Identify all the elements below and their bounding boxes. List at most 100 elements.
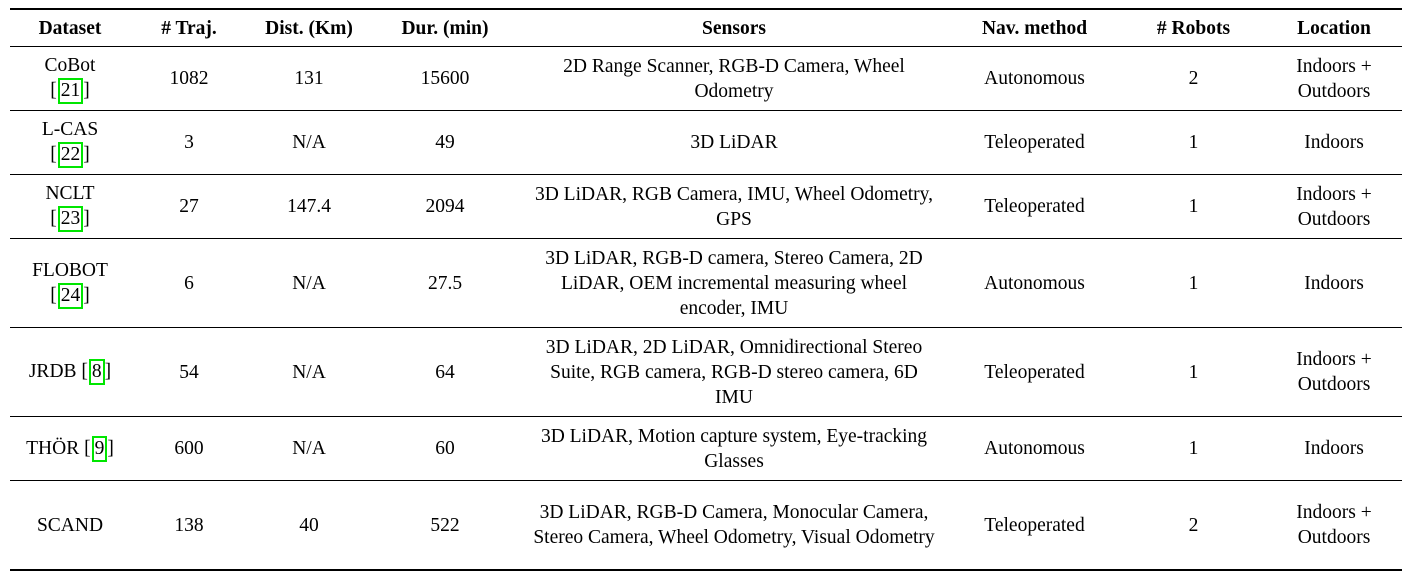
citation-link[interactable]: 23 <box>57 206 84 232</box>
sensors-text: 3D LiDAR, 2D LiDAR, Omnidirectional Ster… <box>545 336 923 408</box>
nav-cell: Teleoperated <box>984 514 1085 536</box>
citation-ref[interactable]: [23] <box>50 206 90 232</box>
citation-ref[interactable]: [8] <box>81 359 111 385</box>
dataset-name: THÖR <box>26 437 80 459</box>
sensors-text: 3D LiDAR, Motion capture system, Eye-tra… <box>540 425 928 472</box>
header-dataset: Dataset <box>38 17 102 39</box>
sensors-cell: 2D Range Scanner, RGB-D Camera, Wheel Od… <box>520 47 948 111</box>
location-cell: Indoors + Outdoors <box>1296 349 1372 395</box>
sensors-text: 2D Range Scanner, RGB-D Camera, Wheel Od… <box>563 55 905 102</box>
dist-cell: N/A <box>292 132 326 153</box>
dataset-name: L-CAS <box>41 119 99 140</box>
dist-cell: 40 <box>299 514 319 536</box>
dataset-comparison-table-wrapper: Dataset # Traj. Dist. (Km) Dur. (min) Se… <box>10 8 1402 571</box>
nav-cell: Autonomous <box>984 68 1085 89</box>
location-cell: Indoors <box>1304 438 1364 459</box>
table-row: SCAND 138 40 522 3D LiDAR, RGB-D Camera,… <box>10 481 1402 571</box>
dist-cell: 131 <box>294 68 324 89</box>
robots-cell: 1 <box>1188 361 1199 383</box>
dur-cell: 522 <box>430 514 460 536</box>
sensors-cell: 3D LiDAR, RGB Camera, IMU, Wheel Odometr… <box>520 175 948 239</box>
dataset-cell: THÖR [9] <box>10 417 130 481</box>
sensors-cell: 3D LiDAR, Motion capture system, Eye-tra… <box>520 417 948 481</box>
robots-cell: 2 <box>1188 514 1199 536</box>
location-cell: Indoors <box>1304 272 1364 294</box>
dataset-name: JRDB <box>28 361 77 382</box>
location-cell: Indoors <box>1304 132 1364 153</box>
table-row: JRDB [8] 54 N/A 64 3D LiDAR, 2D LiDAR, O… <box>10 328 1402 417</box>
citation-link[interactable]: 22 <box>57 142 84 168</box>
dataset-name: FLOBOT <box>32 259 108 281</box>
sensors-text: 3D LiDAR, RGB-D Camera, Monocular Camera… <box>533 502 935 548</box>
robots-cell: 1 <box>1188 272 1199 294</box>
robots-cell: 1 <box>1188 132 1199 153</box>
citation-link[interactable]: 24 <box>57 282 84 309</box>
table-row: L-CAS [22] 3 N/A 49 3D LiDAR Teleoperate… <box>10 111 1402 175</box>
nav-cell: Teleoperated <box>984 132 1085 153</box>
header-sensors: Sensors <box>702 17 766 39</box>
table-header-row: Dataset # Traj. Dist. (Km) Dur. (min) Se… <box>10 9 1402 47</box>
dist-cell: N/A <box>292 272 326 294</box>
robots-cell: 1 <box>1188 438 1199 459</box>
dataset-cell: FLOBOT [24] <box>10 239 130 328</box>
traj-cell: 27 <box>179 196 199 217</box>
sensors-text: 3D LiDAR, RGB Camera, IMU, Wheel Odometr… <box>534 183 934 230</box>
header-robots: # Robots <box>1156 17 1231 39</box>
table-row: CoBot [21] 1082 131 15600 2D Range Scann… <box>10 47 1402 111</box>
citation-ref[interactable]: [9] <box>84 435 114 462</box>
traj-cell: 138 <box>174 514 204 536</box>
sensors-cell: 3D LiDAR, RGB-D Camera, Monocular Camera… <box>520 481 948 571</box>
dur-cell: 49 <box>435 132 455 153</box>
sensors-cell: 3D LiDAR, RGB-D camera, Stereo Camera, 2… <box>520 239 948 328</box>
traj-cell: 3 <box>184 132 194 153</box>
dataset-cell: CoBot [21] <box>10 47 130 111</box>
dataset-cell: NCLT [23] <box>10 175 130 239</box>
traj-cell: 1082 <box>169 68 209 89</box>
citation-ref[interactable]: [24] <box>50 282 90 309</box>
header-dist: Dist. (Km) <box>265 17 353 39</box>
sensors-cell: 3D LiDAR, 2D LiDAR, Omnidirectional Ster… <box>520 328 948 417</box>
dur-cell: 27.5 <box>427 272 463 294</box>
traj-cell: 54 <box>179 361 199 383</box>
dataset-name: NCLT <box>45 183 95 204</box>
robots-cell: 1 <box>1188 196 1199 217</box>
header-nav: Nav. method <box>981 17 1088 39</box>
location-cell: Indoors + Outdoors <box>1296 502 1372 548</box>
dur-cell: 2094 <box>425 196 465 217</box>
sensors-cell: 3D LiDAR <box>520 111 948 175</box>
dataset-name: SCAND <box>36 514 104 536</box>
dur-cell: 60 <box>435 438 455 459</box>
dataset-cell: L-CAS [22] <box>10 111 130 175</box>
citation-link[interactable]: 21 <box>57 78 84 104</box>
location-cell: Indoors + Outdoors <box>1296 55 1372 102</box>
dataset-comparison-table: Dataset # Traj. Dist. (Km) Dur. (min) Se… <box>10 8 1402 571</box>
dataset-name: CoBot <box>44 55 96 76</box>
dur-cell: 64 <box>435 361 455 383</box>
table-row: THÖR [9] 600 N/A 60 3D LiDAR, Motion cap… <box>10 417 1402 481</box>
sensors-text: 3D LiDAR, RGB-D camera, Stereo Camera, 2… <box>545 247 923 319</box>
location-cell: Indoors + Outdoors <box>1296 183 1372 230</box>
nav-cell: Teleoperated <box>984 196 1085 217</box>
sensors-text: 3D LiDAR <box>690 132 778 153</box>
citation-link[interactable]: 8 <box>88 359 105 385</box>
dataset-cell: JRDB [8] <box>10 328 130 417</box>
header-location: Location <box>1297 17 1371 39</box>
table-row: FLOBOT [24] 6 N/A 27.5 3D LiDAR, RGB-D c… <box>10 239 1402 328</box>
citation-ref[interactable]: [21] <box>50 78 90 104</box>
dataset-cell: SCAND <box>10 481 130 571</box>
dist-cell: N/A <box>292 438 326 459</box>
citation-ref[interactable]: [22] <box>50 142 90 168</box>
table-row: NCLT [23] 27 147.4 2094 3D LiDAR, RGB Ca… <box>10 175 1402 239</box>
header-dur: Dur. (min) <box>401 17 489 39</box>
traj-cell: 6 <box>184 272 194 294</box>
nav-cell: Autonomous <box>984 438 1085 459</box>
robots-cell: 2 <box>1188 68 1199 89</box>
dist-cell: N/A <box>292 361 326 383</box>
dist-cell: 147.4 <box>287 196 331 217</box>
nav-cell: Teleoperated <box>984 361 1085 383</box>
dur-cell: 15600 <box>420 68 470 89</box>
header-traj: # Traj. <box>161 17 217 39</box>
nav-cell: Autonomous <box>984 272 1085 294</box>
traj-cell: 600 <box>174 438 204 459</box>
citation-link[interactable]: 9 <box>91 435 108 462</box>
